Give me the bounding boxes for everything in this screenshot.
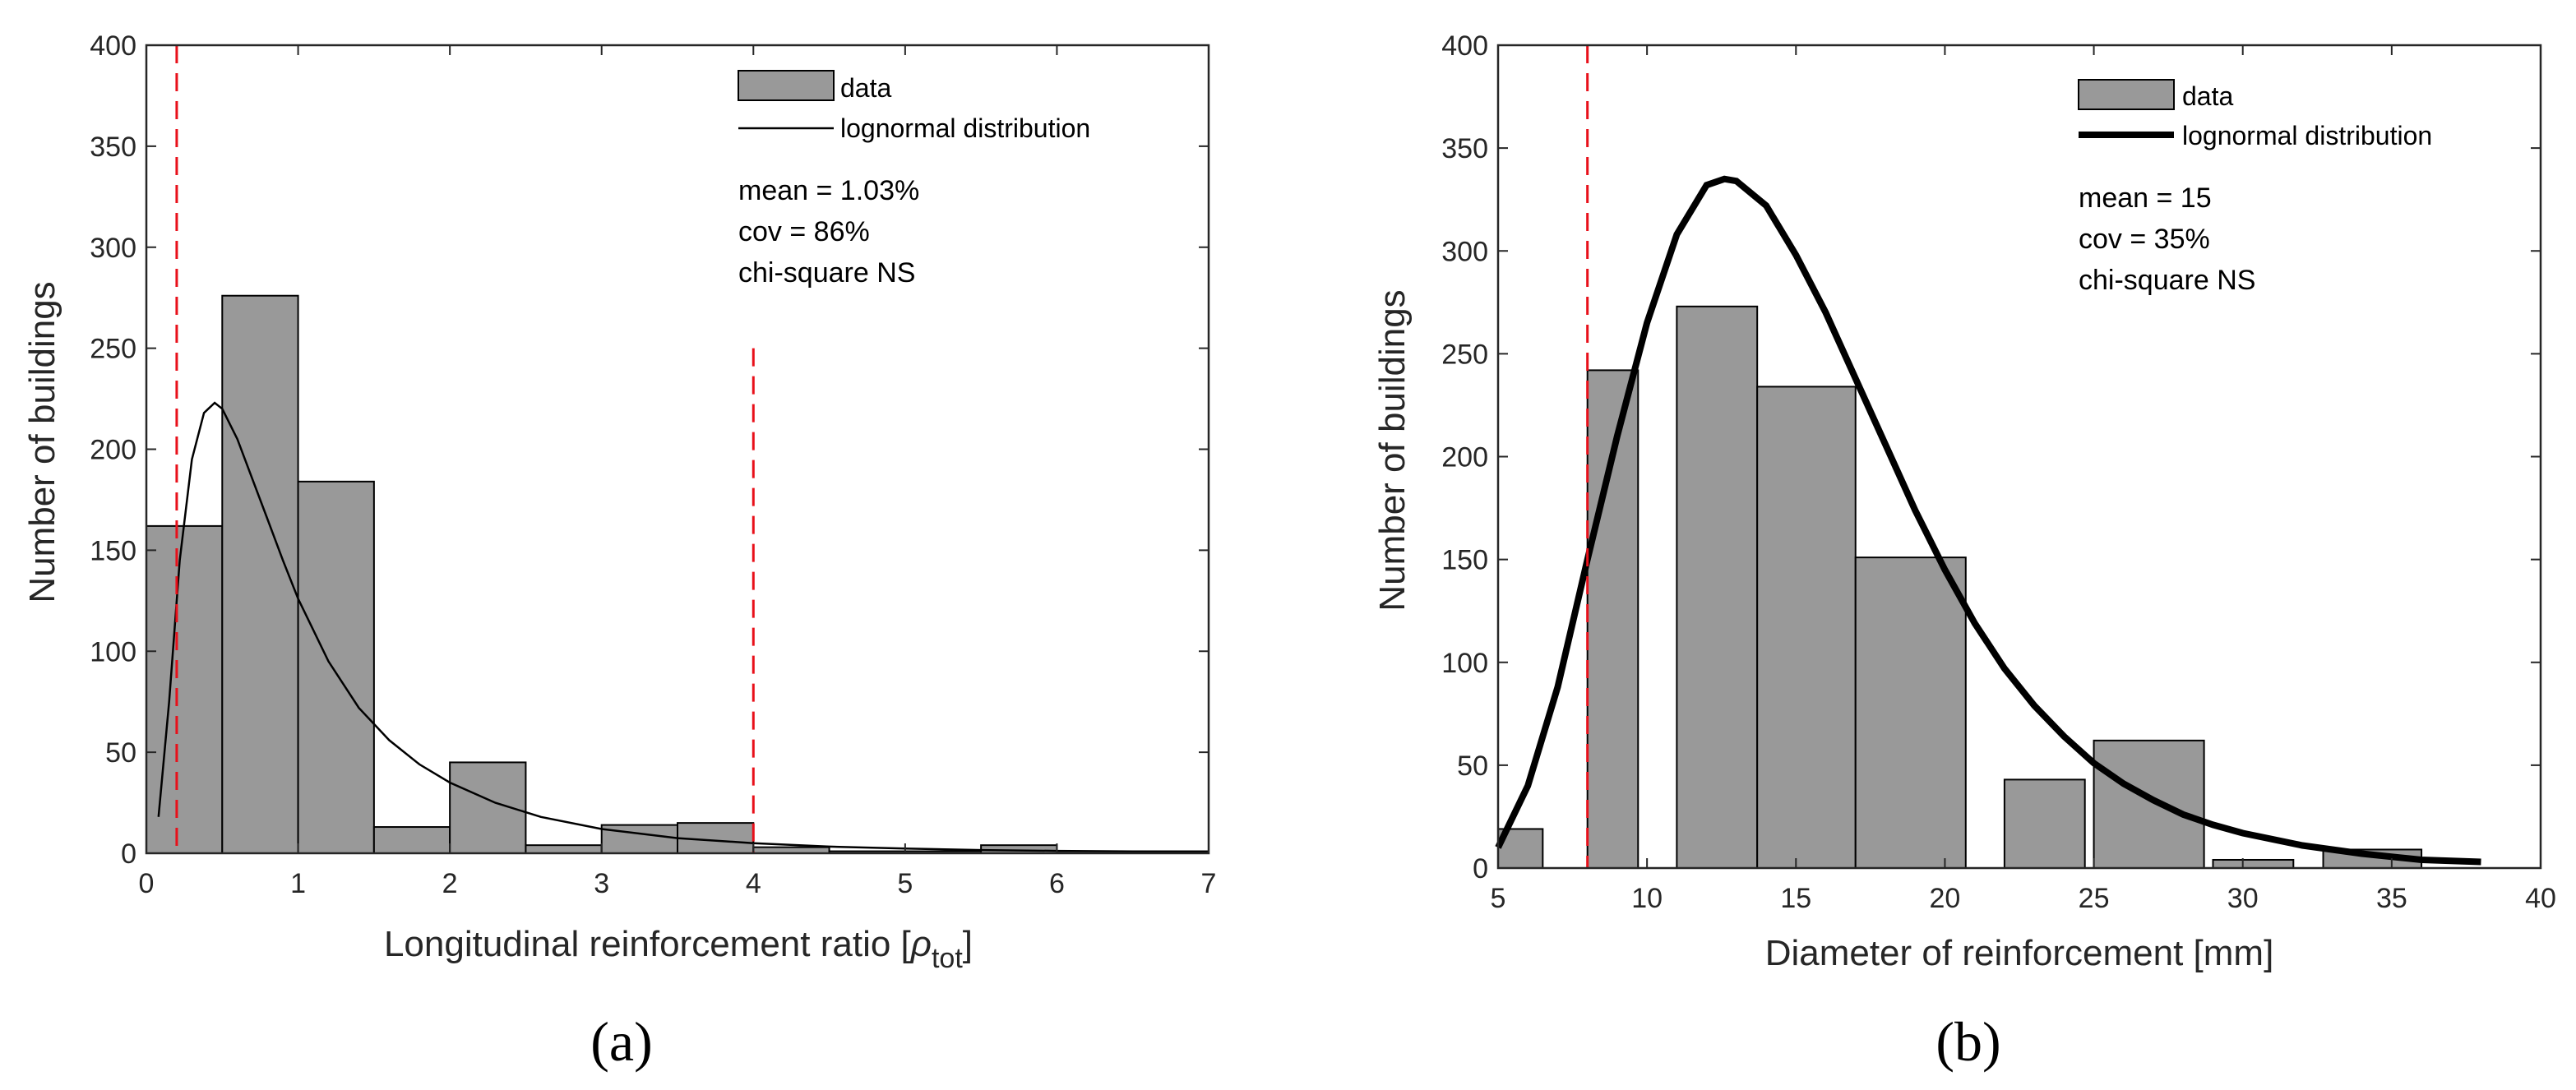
panel-a-y-tick-label: 50 xyxy=(105,737,136,769)
panel-b-legend-curve-label: lognormal distribution xyxy=(2182,121,2432,150)
panel-b-x-axis-label: Diameter of reinforcement [mm] xyxy=(1765,933,2274,973)
panel-b-axes-frame xyxy=(1496,44,2542,870)
panel-a-lognormal-curve xyxy=(157,401,1209,853)
panel-a-x-tick-label: 7 xyxy=(1201,868,1217,899)
panel-a-bar xyxy=(372,826,451,854)
panel-b-stat-chisq: chi-square NS xyxy=(2079,265,2255,296)
panel-a-y-axis-label: Number of buildings xyxy=(22,281,62,603)
panel-a-y-tick-label: 400 xyxy=(90,30,136,62)
panel-b-y-tick-label: 250 xyxy=(1441,339,1488,370)
panel-a-y-tick-label: 100 xyxy=(90,636,136,667)
panel-b-y-axis-label: Number of buildings xyxy=(1372,289,1413,611)
panel-a-bar xyxy=(221,294,299,855)
panel-a-x-label-main: Longitudinal reinforcement ratio [ xyxy=(384,924,911,964)
panel-a-y-tick-label: 250 xyxy=(90,334,136,365)
panel-b-lognormal-curve xyxy=(1495,175,2481,866)
panel-a-chart: 0 1 2 3 4 5 6 7 0 50 100 150 200 250 300 350 400 Number … xyxy=(22,30,1216,1073)
panel-b-y-tick-label: 200 xyxy=(1441,442,1488,473)
panel-b-stat-cov: cov = 35% xyxy=(2079,224,2210,255)
panel-a-x-tick-label: 6 xyxy=(1049,868,1065,899)
panel-b-stat-mean: mean = 15 xyxy=(2079,182,2212,214)
panel-b-bar xyxy=(2212,858,2295,869)
panel-b-x-tick-label: 25 xyxy=(2079,883,2110,914)
panel-b-y-tick-label: 300 xyxy=(1441,236,1488,267)
panel-a-x-label-end: ] xyxy=(963,924,973,964)
panel-a-x-tick-label: 1 xyxy=(290,868,306,899)
panel-b-bar xyxy=(1756,386,1857,870)
panel-b-x-tick-label: 5 xyxy=(1491,883,1506,914)
panel-a-legend-data-label: data xyxy=(840,73,891,103)
panel-b-bar xyxy=(2003,778,2086,870)
panel-b-y-tick-label: 400 xyxy=(1441,30,1488,62)
panel-b-y-tick-label: 50 xyxy=(1457,751,1488,782)
panel-b-x-tick-label: 40 xyxy=(2525,883,2556,914)
panel-a-y-tick-label: 300 xyxy=(90,233,136,264)
panel-b-y-tick-label: 0 xyxy=(1473,853,1488,884)
panel-a-x-tick-label: 2 xyxy=(442,868,458,899)
panel-a-bars xyxy=(146,294,1209,855)
panel-b-bars xyxy=(1497,305,2423,870)
panel-a-stat-cov: cov = 86% xyxy=(738,216,870,247)
panel-a-legend-data-swatch xyxy=(738,70,835,101)
panel-b-stats: mean = 15 cov = 35% chi-square NS xyxy=(2079,182,2255,296)
panel-a-bar xyxy=(146,524,224,854)
panel-b-bar xyxy=(1676,305,1759,869)
panel-b-caption: (b) xyxy=(1935,1010,2000,1073)
panel-a-stats: mean = 1.03% cov = 86% chi-square NS xyxy=(738,175,919,289)
panel-a-legend-curve-label: lognormal distribution xyxy=(840,113,1090,143)
panel-b-x-tick-label: 10 xyxy=(1631,883,1663,914)
panel-a-y-tick-label: 0 xyxy=(121,838,136,870)
panel-a-threshold-lines xyxy=(175,45,755,853)
panel-a-x-tick-label: 5 xyxy=(897,868,913,899)
panel-a-x-tick-label: 0 xyxy=(139,868,155,899)
panel-a-caption: (a) xyxy=(590,1010,652,1073)
panel-a-stat-chisq: chi-square NS xyxy=(738,257,915,289)
panel-a-y-tick-label: 350 xyxy=(90,132,136,163)
panel-a-bar xyxy=(297,480,375,854)
panel-a-ticks: 0 1 2 3 4 5 6 7 0 50 100 150 200 250 300 350 400 xyxy=(90,30,1216,899)
panel-b-x-tick-label: 30 xyxy=(2227,883,2259,914)
panel-a-bar xyxy=(600,824,679,854)
panel-a-x-label-symbol: ρ xyxy=(909,924,932,964)
panel-b-x-tick-label: 20 xyxy=(1930,883,1961,914)
panel-b-bar xyxy=(2093,739,2205,869)
panel-a-stat-mean: mean = 1.03% xyxy=(738,175,919,206)
panel-a-x-axis-label: Longitudinal reinforcement ratio [ρtot] xyxy=(384,924,973,974)
panel-a-y-tick-label: 150 xyxy=(90,535,136,566)
panel-a-x-tick-label: 3 xyxy=(594,868,609,899)
panel-a-legend: data lognormal distribution xyxy=(738,70,1090,143)
panel-b-y-tick-label: 100 xyxy=(1441,648,1488,679)
panel-b-y-tick-label: 350 xyxy=(1441,133,1488,164)
panel-b-legend-data-label: data xyxy=(2182,81,2233,111)
panel-a-x-label-subscript: tot xyxy=(932,943,963,974)
panel-b-x-tick-label: 15 xyxy=(1780,883,1811,914)
panel-b-x-tick-label: 35 xyxy=(2376,883,2407,914)
panel-a-y-tick-label: 200 xyxy=(90,435,136,466)
panel-a-bar xyxy=(525,844,603,855)
panel-a-x-tick-label: 4 xyxy=(746,868,761,899)
panel-b-legend: data lognormal distribution xyxy=(2078,79,2432,150)
panel-b-chart: 5 10 15 20 25 30 35 40050100150200250300350400 … xyxy=(1372,30,2556,1073)
panel-b-legend-data-swatch xyxy=(2078,79,2175,110)
panel-b-y-tick-label: 150 xyxy=(1441,545,1488,576)
panel-b-bar xyxy=(1854,557,1967,869)
